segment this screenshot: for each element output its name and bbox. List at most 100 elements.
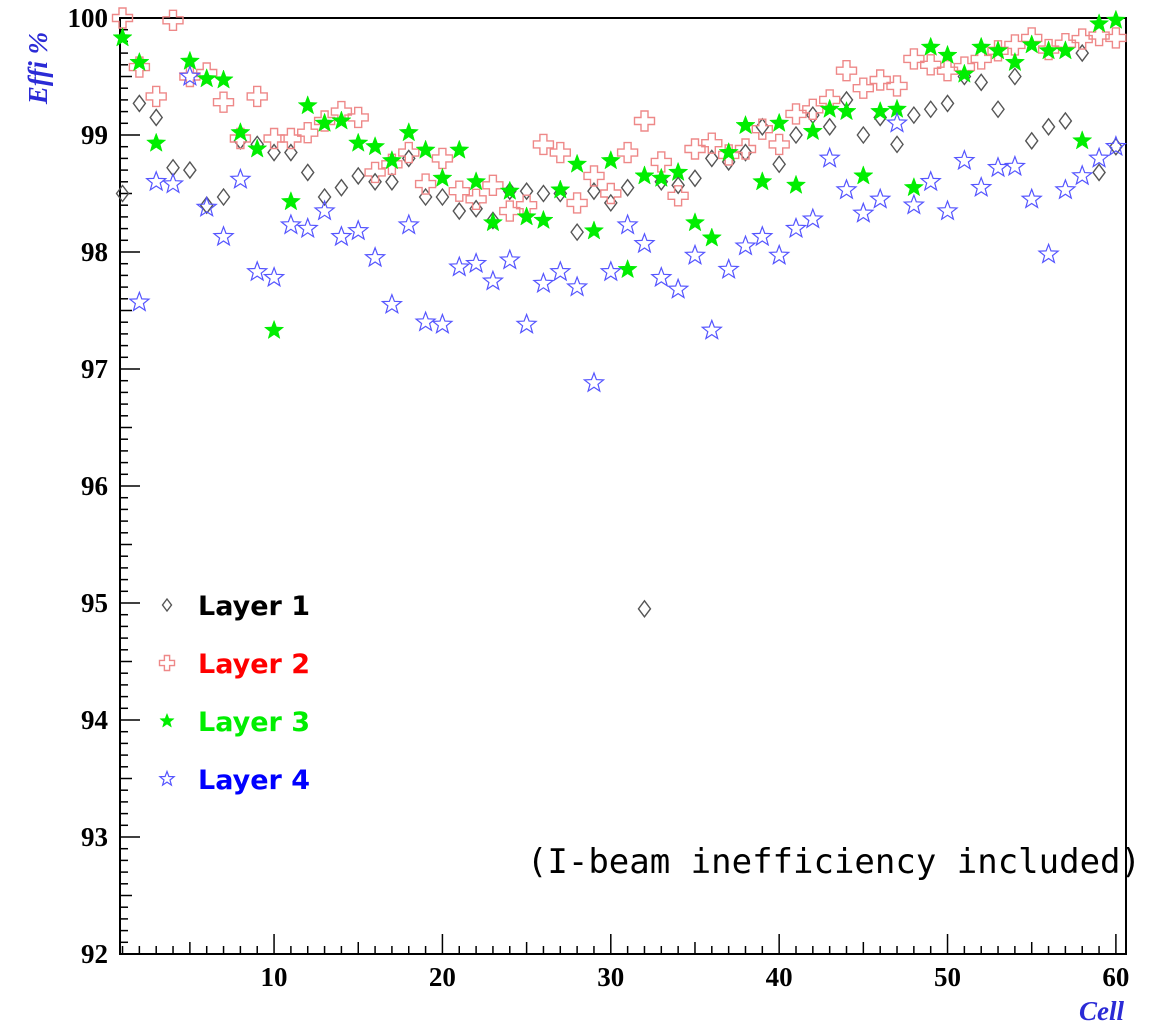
- data-point: [920, 54, 942, 76]
- data-point: [671, 176, 686, 195]
- legend-label: Layer 1: [198, 591, 310, 622]
- data-point: [452, 201, 467, 221]
- data-point: [1024, 131, 1039, 151]
- data-point: [364, 161, 386, 184]
- data-point: [449, 139, 470, 159]
- data-point: [971, 36, 992, 56]
- data-point: [566, 192, 588, 214]
- data-point: [212, 91, 235, 113]
- data-point: [1004, 34, 1026, 56]
- legend-label: Layer 3: [198, 707, 310, 738]
- data-point: [364, 135, 386, 156]
- data-point: [802, 98, 824, 121]
- data-point: [1054, 178, 1077, 200]
- data-point: [481, 269, 505, 291]
- data-point: [919, 170, 942, 192]
- data-point: [835, 60, 858, 82]
- data-point: [667, 161, 689, 182]
- data-point: [145, 85, 167, 108]
- legend-marker: [159, 712, 175, 728]
- data-point: [620, 178, 635, 197]
- data-point: [448, 255, 471, 277]
- data-point: [890, 135, 904, 154]
- data-point: [1087, 146, 1111, 168]
- data-point: [853, 165, 874, 185]
- data-point: [701, 227, 722, 247]
- data-point: [734, 234, 757, 256]
- x-tick-label: 30: [597, 962, 624, 992]
- data-point: [246, 260, 269, 282]
- data-point: [267, 143, 281, 162]
- data-point: [115, 184, 130, 203]
- data-point: [132, 94, 147, 113]
- data-point: [414, 173, 437, 195]
- plot-border: [119, 17, 1127, 955]
- data-point: [600, 182, 622, 205]
- data-point: [789, 125, 803, 145]
- data-point: [330, 225, 353, 247]
- data-point: [431, 312, 454, 334]
- data-point: [1075, 43, 1090, 63]
- data-point: [1088, 13, 1110, 33]
- data-point: [768, 133, 790, 156]
- data-point: [600, 149, 621, 170]
- series-layer-4: [128, 64, 1128, 393]
- legend-label: Layer 4: [198, 765, 310, 796]
- data-point: [347, 106, 369, 129]
- data-point: [903, 176, 925, 197]
- data-point: [279, 213, 303, 235]
- data-point: [499, 180, 520, 200]
- data-point: [549, 260, 572, 282]
- axis-ticks: [120, 17, 1117, 955]
- data-point: [482, 174, 504, 197]
- data-point: [178, 64, 202, 86]
- data-points: [111, 7, 1128, 619]
- data-point: [953, 148, 976, 171]
- data-point: [314, 112, 335, 132]
- data-point: [835, 178, 858, 200]
- legend-item-layer-4: Layer 4: [158, 765, 310, 796]
- data-point: [313, 199, 336, 221]
- data-point: [247, 138, 268, 158]
- data-point: [296, 216, 319, 239]
- data-point: [111, 7, 134, 29]
- data-point: [499, 200, 521, 222]
- data-point: [380, 293, 404, 315]
- y-axis-title: Effi %: [23, 32, 53, 105]
- data-point: [1037, 38, 1060, 61]
- data-point: [954, 63, 975, 83]
- data-point: [986, 156, 1010, 178]
- legend-marker: [161, 597, 173, 613]
- data-point: [213, 69, 234, 89]
- data-point: [768, 243, 791, 265]
- data-point: [1020, 187, 1043, 209]
- data-point: [331, 110, 352, 130]
- data-point: [974, 73, 989, 92]
- data-point: [651, 167, 672, 187]
- data-point: [229, 167, 252, 189]
- y-tick-label: 100: [68, 3, 109, 33]
- data-point: [617, 258, 638, 279]
- data-point: [149, 108, 164, 127]
- data-point: [532, 271, 555, 294]
- y-tick-label: 98: [81, 237, 108, 267]
- data-point: [666, 277, 690, 299]
- data-point: [637, 599, 652, 619]
- plot-frame: [119, 17, 1127, 955]
- x-tick-label: 60: [1102, 962, 1129, 992]
- data-point: [1055, 40, 1076, 60]
- data-point: [536, 184, 551, 203]
- data-point: [940, 94, 955, 113]
- data-point: [566, 153, 588, 173]
- data-point: [570, 222, 584, 242]
- chart-annotation: (I-beam inefficiency included): [527, 842, 1141, 882]
- data-point: [634, 165, 655, 185]
- data-point: [435, 187, 450, 207]
- data-point: [161, 172, 185, 194]
- data-point: [498, 248, 521, 270]
- legend-item-layer-1: Layer 1: [161, 591, 310, 622]
- data-point: [397, 213, 420, 235]
- data-point: [519, 181, 534, 201]
- data-point: [1105, 9, 1127, 29]
- data-point: [903, 48, 925, 70]
